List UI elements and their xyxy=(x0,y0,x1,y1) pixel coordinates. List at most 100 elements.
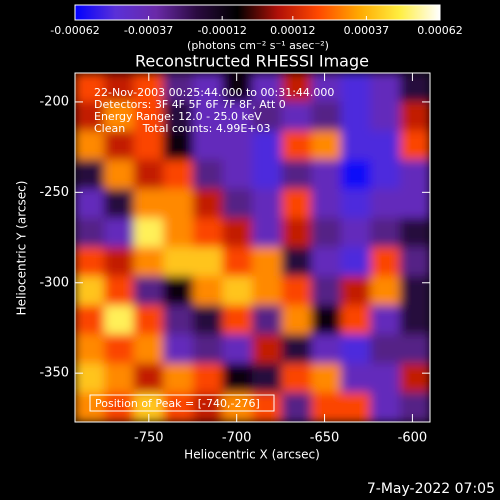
heatmap-cell xyxy=(104,334,135,365)
heatmap-cell xyxy=(163,247,194,278)
heatmap-cell xyxy=(340,247,372,278)
heatmap-cell xyxy=(104,130,135,161)
heatmap-cell xyxy=(340,305,372,336)
heatmap-cell xyxy=(163,363,194,394)
heatmap-cell xyxy=(370,73,401,103)
heatmap-cell xyxy=(163,130,194,161)
heatmap-cell xyxy=(192,392,224,422)
colorbar-tick-label: -0.00037 xyxy=(124,24,173,37)
peak-label: Position of Peak = [-740,-276] xyxy=(95,397,260,410)
heatmap-cell xyxy=(222,217,253,248)
heatmap-cell xyxy=(192,363,224,394)
heatmap-cell xyxy=(252,217,283,248)
heatmap-cell xyxy=(75,363,106,394)
heatmap-cell xyxy=(399,247,430,278)
heatmap-cell xyxy=(75,159,106,190)
chart-title: Reconstructed RHESSI Image xyxy=(135,52,369,71)
heatmap-cell xyxy=(399,305,430,336)
x-tick-label: -750 xyxy=(134,431,164,446)
heatmap-cell xyxy=(281,247,313,278)
heatmap-cell xyxy=(399,217,430,248)
annotation: Energy Range: 12.0 - 25.0 keV xyxy=(94,110,262,123)
heatmap-cell xyxy=(133,217,165,248)
heatmap-cell xyxy=(281,217,313,248)
heatmap-cell xyxy=(340,130,372,161)
heatmap-cell xyxy=(133,276,165,307)
heatmap-cell xyxy=(163,217,194,248)
heatmap-cell xyxy=(311,334,342,365)
heatmap-cell xyxy=(163,101,194,132)
x-tick-label: -650 xyxy=(310,431,340,446)
heatmap-cell xyxy=(75,247,106,278)
heatmap-cell xyxy=(75,276,106,307)
heatmap-cell xyxy=(281,305,313,336)
heatmap-cell xyxy=(133,305,165,336)
heatmap-cell xyxy=(370,101,401,132)
heatmap-cell xyxy=(340,217,372,248)
x-tick-label: -600 xyxy=(398,431,428,446)
y-axis-label: Heliocentric Y (arcsec) xyxy=(15,181,29,316)
colorbar-tick-label: 0.00062 xyxy=(417,24,463,37)
heatmap-cell xyxy=(311,305,342,336)
heatmap-cell xyxy=(133,188,165,219)
heatmap-cell xyxy=(252,247,283,278)
heatmap-cell xyxy=(252,73,283,103)
colorbar xyxy=(74,4,441,21)
heatmap-cell xyxy=(75,73,106,103)
heatmap-cell xyxy=(75,305,106,336)
heatmap-cell xyxy=(192,334,224,365)
heatmap-cell xyxy=(340,392,372,422)
heatmap-cell xyxy=(104,101,135,132)
heatmap-cell xyxy=(222,392,253,422)
heatmap-cell xyxy=(399,392,430,422)
heatmap-cell xyxy=(192,73,224,103)
heatmap-cell xyxy=(104,247,135,278)
heatmap-cell xyxy=(399,334,430,365)
heatmap-cell xyxy=(133,130,165,161)
annotation: Clean Total counts: 4.99E+03 xyxy=(94,122,271,135)
timestamp: 7-May-2022 07:05 xyxy=(367,481,495,497)
heatmap-cell xyxy=(252,392,283,422)
y-tick-label: -350 xyxy=(39,366,69,381)
heatmap-cell xyxy=(222,159,253,190)
heatmap-cell xyxy=(163,392,194,422)
y-tick-label: -250 xyxy=(39,185,69,200)
heatmap-cell xyxy=(104,159,135,190)
heatmap-cell xyxy=(192,130,224,161)
heatmap-cell xyxy=(399,101,430,132)
heatmap-cell xyxy=(252,363,283,394)
heatmap-cell xyxy=(311,363,342,394)
heatmap-cell xyxy=(399,130,430,161)
heatmap-cell xyxy=(370,217,401,248)
annotation: Detectors: 3F 4F 5F 6F 7F 8F, Att 0 xyxy=(94,98,286,111)
heatmap-cell xyxy=(281,363,313,394)
heatmap-cell xyxy=(340,334,372,365)
heatmap-cell xyxy=(370,247,401,278)
heatmap-cell xyxy=(222,101,253,132)
heatmap-cell xyxy=(133,247,165,278)
heatmap-cell xyxy=(370,276,401,307)
heatmap-cell xyxy=(104,188,135,219)
heatmap-cell xyxy=(104,73,135,103)
heatmap-cell xyxy=(252,101,283,132)
heatmap-cell xyxy=(340,363,372,394)
heatmap-cell xyxy=(133,159,165,190)
y-tick-label: -200 xyxy=(39,94,69,109)
heatmap-cell xyxy=(192,101,224,132)
heatmap-cell xyxy=(75,334,106,365)
heatmap-cell xyxy=(281,334,313,365)
y-tick-label: -300 xyxy=(39,275,69,290)
heatmap-cell xyxy=(370,159,401,190)
heatmap-cell xyxy=(133,363,165,394)
heatmap-cell xyxy=(281,392,313,422)
heatmap-cell xyxy=(252,159,283,190)
heatmap-cell xyxy=(311,276,342,307)
colorbar-tick-label: -0.00062 xyxy=(50,24,99,37)
heatmap-cell xyxy=(192,188,224,219)
plot-frame xyxy=(74,72,431,423)
heatmap-cell xyxy=(133,101,165,132)
colorbar-label: (photons cm⁻² s⁻¹ asec⁻²) xyxy=(187,39,329,52)
heatmap-cell xyxy=(340,73,372,103)
